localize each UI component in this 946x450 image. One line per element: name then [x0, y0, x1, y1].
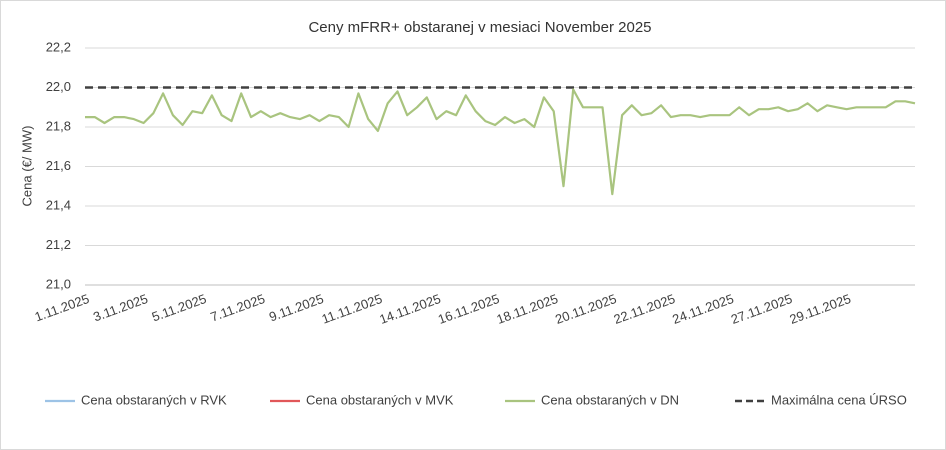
y-axis-label: Cena (€/ MW): [19, 126, 34, 207]
chart-title: Ceny mFRR+ obstaranej v mesiaci November…: [308, 19, 651, 36]
series-line: [85, 88, 916, 196]
legend-label: Cena obstaraných v DN: [541, 392, 679, 407]
y-tick-label: 21,6: [46, 158, 71, 173]
legend-label: Cena obstaraných v RVK: [81, 392, 227, 407]
legend-label: Maximálna cena ÚRSO: [771, 392, 907, 407]
y-tick-label: 21,0: [46, 276, 71, 291]
y-tick-label: 22,0: [46, 79, 71, 94]
legend-label: Cena obstaraných v MVK: [306, 392, 454, 407]
y-tick-label: 21,8: [46, 118, 71, 133]
y-tick-label: 22,2: [46, 39, 71, 54]
y-tick-label: 21,4: [46, 197, 71, 212]
y-tick-label: 21,2: [46, 237, 71, 252]
